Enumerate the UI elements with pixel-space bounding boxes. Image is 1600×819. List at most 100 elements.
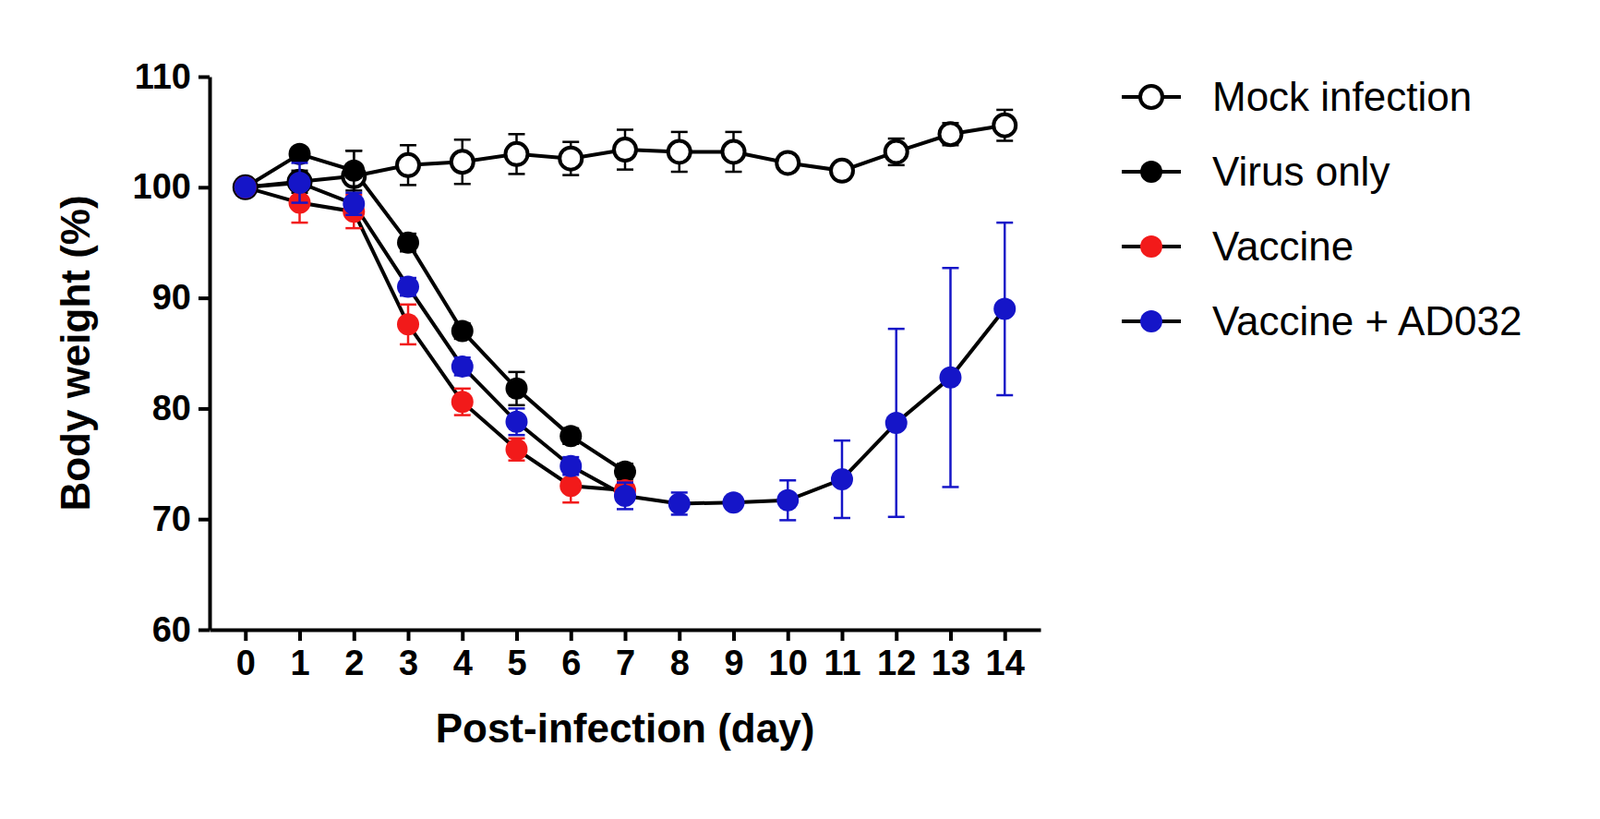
error-bar-part [454,387,471,391]
series-line [245,125,1005,188]
point [451,320,474,343]
x-tick-mark [786,629,791,641]
point [342,159,365,182]
point [505,410,529,434]
point [234,176,257,199]
x-tick-mark [352,629,357,641]
point [451,390,474,413]
x-tick-label: 11 [823,643,861,683]
point [830,468,854,491]
error-bar-part [833,517,851,520]
legend-label: Vaccine + AD032 [1212,298,1523,344]
y-axis-title: Body weight (%) [52,194,98,511]
x-tick-mark [732,629,736,641]
plot-area [234,109,1016,520]
point [721,491,745,514]
error-bar-part [671,131,688,134]
point [451,355,474,378]
error-bar-part [291,221,309,225]
error-bar-part [345,227,362,230]
x-tick-mark [460,629,465,641]
series-1 [234,143,637,483]
point [776,489,799,512]
x-tick-mark [677,629,682,641]
x-tick-mark [515,629,519,641]
x-tick-label: 9 [723,643,744,683]
x-tick-label: 8 [670,643,690,683]
point [396,231,420,254]
x-tick: 11 [823,629,861,683]
error-bar-part [291,161,309,165]
error-bar-part [941,266,959,270]
error-bar-part [508,371,526,374]
error-bar-part [616,507,634,511]
error-bar-part [996,221,1013,225]
x-tick-label: 3 [398,643,419,683]
x-tick-label: 13 [931,643,971,683]
y-tick-mark [198,517,210,522]
x-tick: 12 [877,629,916,683]
error-bar-part [291,201,309,205]
legend-marker [1140,160,1163,183]
point [559,424,582,447]
point [938,366,962,389]
legend-marker [1140,310,1163,333]
series-2 [234,176,637,503]
point [451,150,474,173]
x-tick-mark [298,629,302,641]
x-tick-mark [569,629,574,641]
point [505,143,529,166]
error-bar-part [996,394,1013,397]
error-bar-part [996,108,1013,112]
point [613,138,637,161]
point [559,147,582,170]
error-bar-part [345,149,362,153]
error-bar-part [941,485,959,489]
y-tick: 100 [132,167,210,206]
x-tick-label: 10 [769,643,808,683]
y-tick-mark [198,296,210,301]
x-tick-label: 5 [506,643,527,683]
series-line [245,154,626,472]
error-bar-part [345,149,362,153]
error-bar-part [345,189,362,193]
legend-entry: Vaccine [1121,223,1354,269]
x-tick: 5 [506,629,527,683]
point [396,154,420,177]
legend: Mock infectionVirus onlyVaccineVaccine +… [1121,73,1523,344]
x-tick-mark [407,629,411,641]
y-tick-mark [198,75,210,80]
x-tick-label: 4 [453,643,473,683]
error-bar-part [399,183,417,187]
y-tick-mark [198,185,210,190]
x-tick: 8 [670,629,690,683]
point [830,159,854,182]
x-tick-mark [840,629,844,641]
error-bar-part [399,343,417,347]
point [288,143,312,166]
x-tick-mark [1003,629,1008,641]
point [885,411,908,434]
x-tick: 9 [723,629,744,683]
x-axis-title: Post-infection (day) [435,705,816,751]
point [993,298,1016,321]
y-tick: 110 [134,57,210,97]
y-axis-line [208,77,213,631]
legend-marker [1140,85,1163,109]
x-tick-mark [949,629,953,641]
x-tick: 7 [615,629,636,683]
x-tick-mark [624,629,628,641]
legend-marker [1140,235,1163,258]
x-tick: 13 [931,629,971,683]
y-axis: 60708090100110 [132,57,211,650]
chart: 6070809010011001234567891011121314Post-i… [0,0,1600,819]
point [234,176,257,199]
y-tick: 60 [152,610,210,650]
x-tick-label: 7 [615,643,636,683]
y-tick-label: 110 [134,57,192,97]
y-tick-mark [198,628,210,633]
y-tick: 90 [152,277,210,317]
point [938,122,962,145]
series-3 [234,162,1016,520]
x-tick-label: 1 [289,643,310,683]
